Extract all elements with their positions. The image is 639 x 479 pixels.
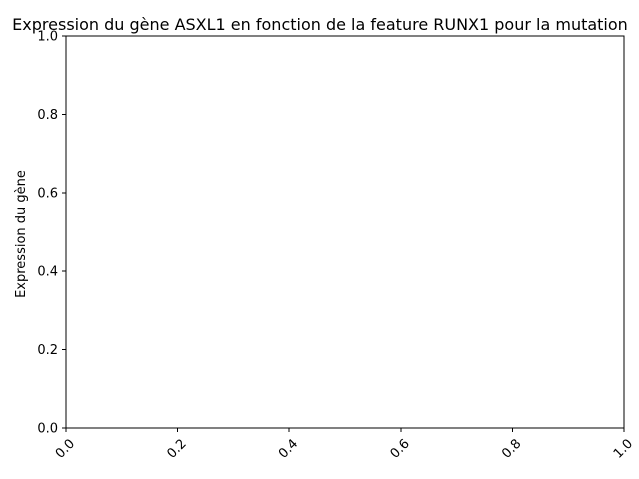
y-tick-label: 1.0	[37, 30, 58, 45]
y-tick-label: 0.4	[37, 265, 58, 280]
x-tick-label: 1.0	[611, 436, 636, 461]
x-tick-label: 0.4	[276, 436, 301, 461]
chart-title: Expression du gène ASXL1 en fonction de …	[12, 15, 628, 34]
y-axis-label: Expression du gène	[14, 170, 29, 298]
plot-frame	[65, 35, 625, 429]
x-tick-label: 0.0	[53, 436, 78, 461]
y-tick-label: 0.0	[37, 422, 58, 437]
y-tick-label: 0.8	[37, 108, 58, 123]
x-tick-label: 0.2	[164, 436, 189, 461]
y-tick-label: 0.6	[37, 186, 58, 201]
plot-area	[65, 35, 625, 429]
x-axis: 0.0 0.2 0.4 0.6 0.8 1.0	[53, 428, 636, 462]
y-tick-label: 0.2	[37, 343, 58, 358]
x-tick-label: 0.8	[499, 436, 524, 461]
y-axis: 0.0 0.2 0.4 0.6 0.8 1.0	[37, 30, 66, 437]
x-tick-label: 0.6	[388, 436, 413, 461]
